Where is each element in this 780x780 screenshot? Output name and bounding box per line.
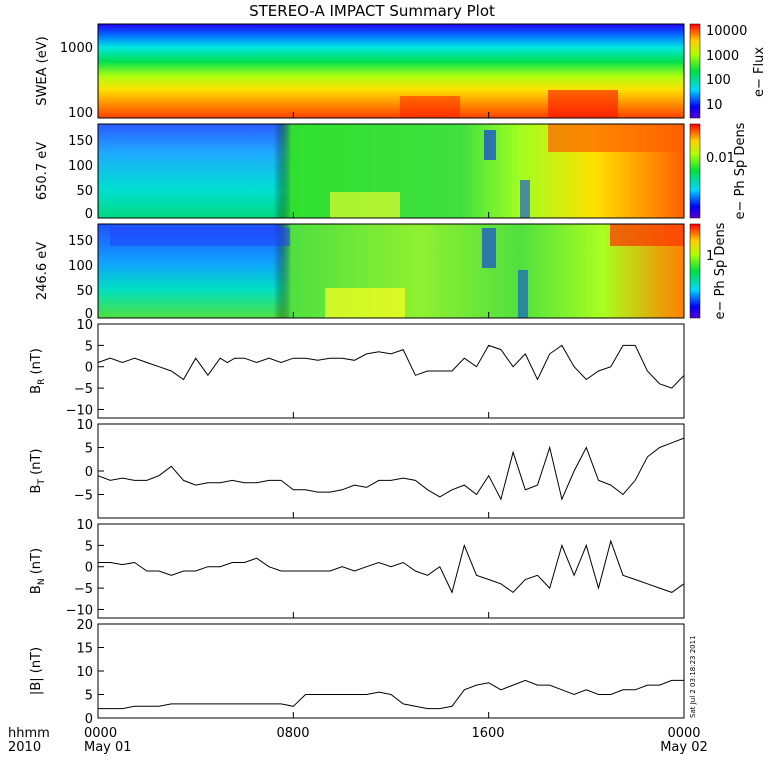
x-tick-label-0000-end: 0000 [667,726,700,741]
bt-ytick: −5 [74,489,93,504]
swea-panel-frame [97,23,685,119]
bmag-ytick: 0 [85,712,93,727]
x-tick-label-1600: 1600 [471,726,504,741]
pad246-colorbar [689,223,701,319]
swea-cb-tick-100: 100 [706,73,731,88]
br-ytick: −10 [66,404,93,419]
pad650-ytick-150: 150 [68,134,93,149]
pad650-ytick-100: 100 [68,159,93,174]
swea-cb-label: e− Flux [752,47,767,97]
pad246-ytick-50: 50 [76,284,93,299]
pad650-ytick-50: 50 [76,184,93,199]
pad650-blue-strip [484,130,496,160]
bn-trace [98,539,685,594]
x-axis-label-year: 2010 [8,740,41,755]
bn-ytick: −10 [66,604,93,619]
swea-red-band-2 [548,90,618,118]
br-ylabel: BR (nT) [29,348,47,394]
swea-panel: SWEA (eV) 1000 100 10000 1000 100 10 e− … [35,23,767,121]
pad650-ylabel: 650.7 eV [35,142,50,200]
pad650-cb-tick: 0.01 [706,151,735,166]
bmag-ytick: 5 [85,689,93,704]
pad246-panel: 246.6 eV 150 100 50 0 1 e− Ph Sp Dens [35,222,728,322]
br-ytick: 5 [85,339,93,354]
bt-ytick: 0 [85,465,93,480]
bmag-panel: |B| (nT) Sat Jul 2 03:18:23 2011 [29,623,697,719]
bt-ylabel: BT (nT) [29,449,47,494]
br-trace [97,344,685,389]
pad246-red-region [610,224,684,246]
x-axis-label-units: hhmm [8,726,50,741]
pad650-red-region [548,124,684,152]
pad246-blue-strip [482,228,496,268]
bn-ytick: 0 [85,561,93,576]
bn-ytick: 10 [76,518,93,533]
x-tick-label-0000-start: 0000 [84,726,117,741]
swea-cb-tick-10: 10 [706,98,723,113]
bmag-ytick: 20 [76,618,93,633]
pad246-ytick-0: 0 [85,307,93,322]
br-ytick: 10 [76,318,93,333]
bmag-ylabel: |B| (nT) [29,647,44,695]
br-panel-frame [97,323,685,419]
bn-ytick: 5 [85,539,93,554]
pad246-yellow-band [325,288,405,318]
swea-red-band-1 [400,96,460,118]
pad246-dark-blue-area [110,228,290,246]
pad246-ylabel: 246.6 eV [35,242,50,300]
pad246-blue-strip-2 [518,270,528,318]
pad650-cb-label: e− Ph Sp Dens [733,122,748,219]
bn-panel: BN (nT) [29,523,685,619]
bn-panel-frame [97,523,685,619]
bt-ytick: 5 [85,442,93,457]
swea-ytick-1000: 1000 [60,41,93,56]
bmag-ytick: 15 [76,642,93,657]
bt-panel-frame [97,423,685,519]
pad246-panel-frame [97,223,685,319]
pad246-ytick-100: 100 [68,259,93,274]
pad650-blue-strip-2 [520,180,530,218]
x-tick-label-0800: 0800 [276,726,309,741]
swea-ytick-100: 100 [68,106,93,121]
br-ytick: −5 [74,382,93,397]
pad246-cb-label: e− Ph Sp Dens [713,222,728,319]
pad650-ytick-0: 0 [85,207,93,222]
plot-title: STEREO-A IMPACT Summary Plot [249,2,495,20]
swea-colorbar [689,23,701,119]
bmag-trace [98,679,684,710]
swea-cb-tick-10000: 10000 [706,24,747,39]
br-ytick: 0 [85,361,93,376]
pad650-colorbar [689,123,701,219]
br-panel: BR (nT) [29,323,685,419]
x-tick-date-may02: May 02 [660,740,708,755]
x-axis: hhmm 2010 0000 May 01 0800 1600 0000 May… [8,726,708,755]
timestamp: Sat Jul 2 03:18:23 2011 [689,635,697,718]
bn-ytick: −5 [74,582,93,597]
pad246-ytick-150: 150 [68,234,93,249]
bt-ytick: 10 [76,418,93,433]
pad650-panel-frame [97,123,685,219]
x-tick-date-may01: May 01 [84,740,132,755]
bt-panel: BT (nT) [29,423,685,519]
bt-trace [97,437,685,501]
bn-ylabel: BN (nT) [29,548,47,594]
swea-cb-tick-1000: 1000 [706,49,739,64]
pad650-panel: 650.7 eV 150 100 50 0 0.01 e− Ph Sp Dens [35,122,748,222]
swea-ylabel: SWEA (eV) [35,36,50,105]
bmag-ytick: 10 [76,665,93,680]
pad246-cb-tick: 1 [706,249,714,264]
pad650-yellow-band [330,192,400,218]
